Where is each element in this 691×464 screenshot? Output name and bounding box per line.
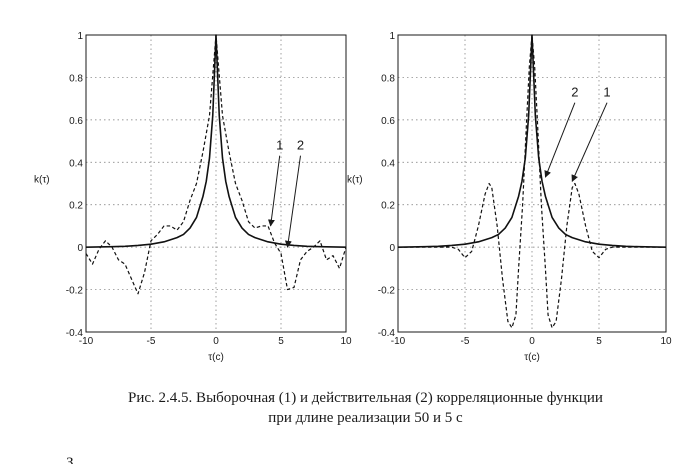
body-text-fragment: З — [66, 455, 74, 464]
y-tick-label: 0 — [389, 243, 395, 254]
series-2-line — [85, 34, 347, 248]
series-2-line — [397, 34, 667, 248]
x-tick-label: 0 — [213, 336, 219, 347]
x-axis-label: τ(с) — [524, 352, 540, 363]
figure-caption-line2: при длине реализации 50 и 5 с — [268, 410, 463, 426]
x-tick-label: 5 — [596, 336, 602, 347]
y-tick-label: 1 — [77, 31, 83, 42]
y-tick-label: -0.4 — [66, 328, 84, 339]
y-axis-label: k(τ) — [34, 175, 50, 186]
y-tick-label: -0.2 — [378, 286, 396, 297]
y-tick-label: 1 — [389, 31, 395, 42]
chart-panel-2: -10 -5 0 5 10 1 0.8 0.6 0.4 0.2 0 -0.2 -0.4 τ(с) k(τ) 2… — [347, 31, 672, 363]
x-tick-label: -10 — [391, 336, 406, 347]
chart-panel-1: -10 -5 0 5 10 1 0.8 0.6 0.4 0.2 0 -0.2 -0.4 τ(с) k(τ) 1… — [34, 31, 352, 363]
y-tick-label: 0.8 — [69, 73, 83, 84]
x-tick-label: -5 — [147, 336, 156, 347]
y-tick-label: 0 — [77, 243, 83, 254]
annotation-label: 2 — [297, 138, 304, 153]
x-axis-label: τ(с) — [208, 352, 224, 363]
y-tick-label: 0.6 — [381, 116, 395, 127]
y-tick-label: 0.2 — [69, 201, 83, 212]
y-tick-label: 0.2 — [381, 201, 395, 212]
x-tick-label: -5 — [461, 336, 470, 347]
x-tick-label: 10 — [340, 336, 352, 347]
annotation-label: 1 — [603, 85, 610, 100]
x-tick-label: 10 — [660, 336, 672, 347]
annotation-arrow — [267, 155, 281, 227]
figure-svg: -10 -5 0 5 1010.80.60.40.20-0.2-0.4τ(с)k(τ)1… — [34, 31, 672, 363]
y-tick-label: 0.6 — [69, 116, 83, 127]
y-tick-label: -0.2 — [66, 286, 84, 297]
series-1-line — [85, 34, 347, 295]
figure: -10 -5 0 5 10 1 0.8 0.6 0.4 0.2 0 -0.2 -0.4 τ(с) k(τ) 1… — [34, 31, 672, 363]
annotation-label: 1 — [276, 138, 283, 153]
annotation-label: 2 — [571, 85, 578, 100]
annotation-arrow — [284, 155, 301, 248]
x-tick-label: -10 — [79, 336, 94, 347]
series-1-line — [398, 34, 666, 329]
annotation-arrow — [571, 102, 608, 183]
y-tick-label: 0.8 — [381, 73, 395, 84]
y-tick-label: 0.4 — [381, 158, 395, 169]
figure-caption-line1: Рис. 2.4.5. Выборочная (1) и действитель… — [128, 390, 603, 406]
y-axis-label: k(τ) — [347, 175, 363, 186]
y-tick-label: -0.4 — [378, 328, 396, 339]
x-tick-label: 0 — [529, 336, 535, 347]
x-tick-label: 5 — [278, 336, 284, 347]
annotation-arrow — [544, 102, 576, 178]
y-tick-label: 0.4 — [69, 158, 83, 169]
